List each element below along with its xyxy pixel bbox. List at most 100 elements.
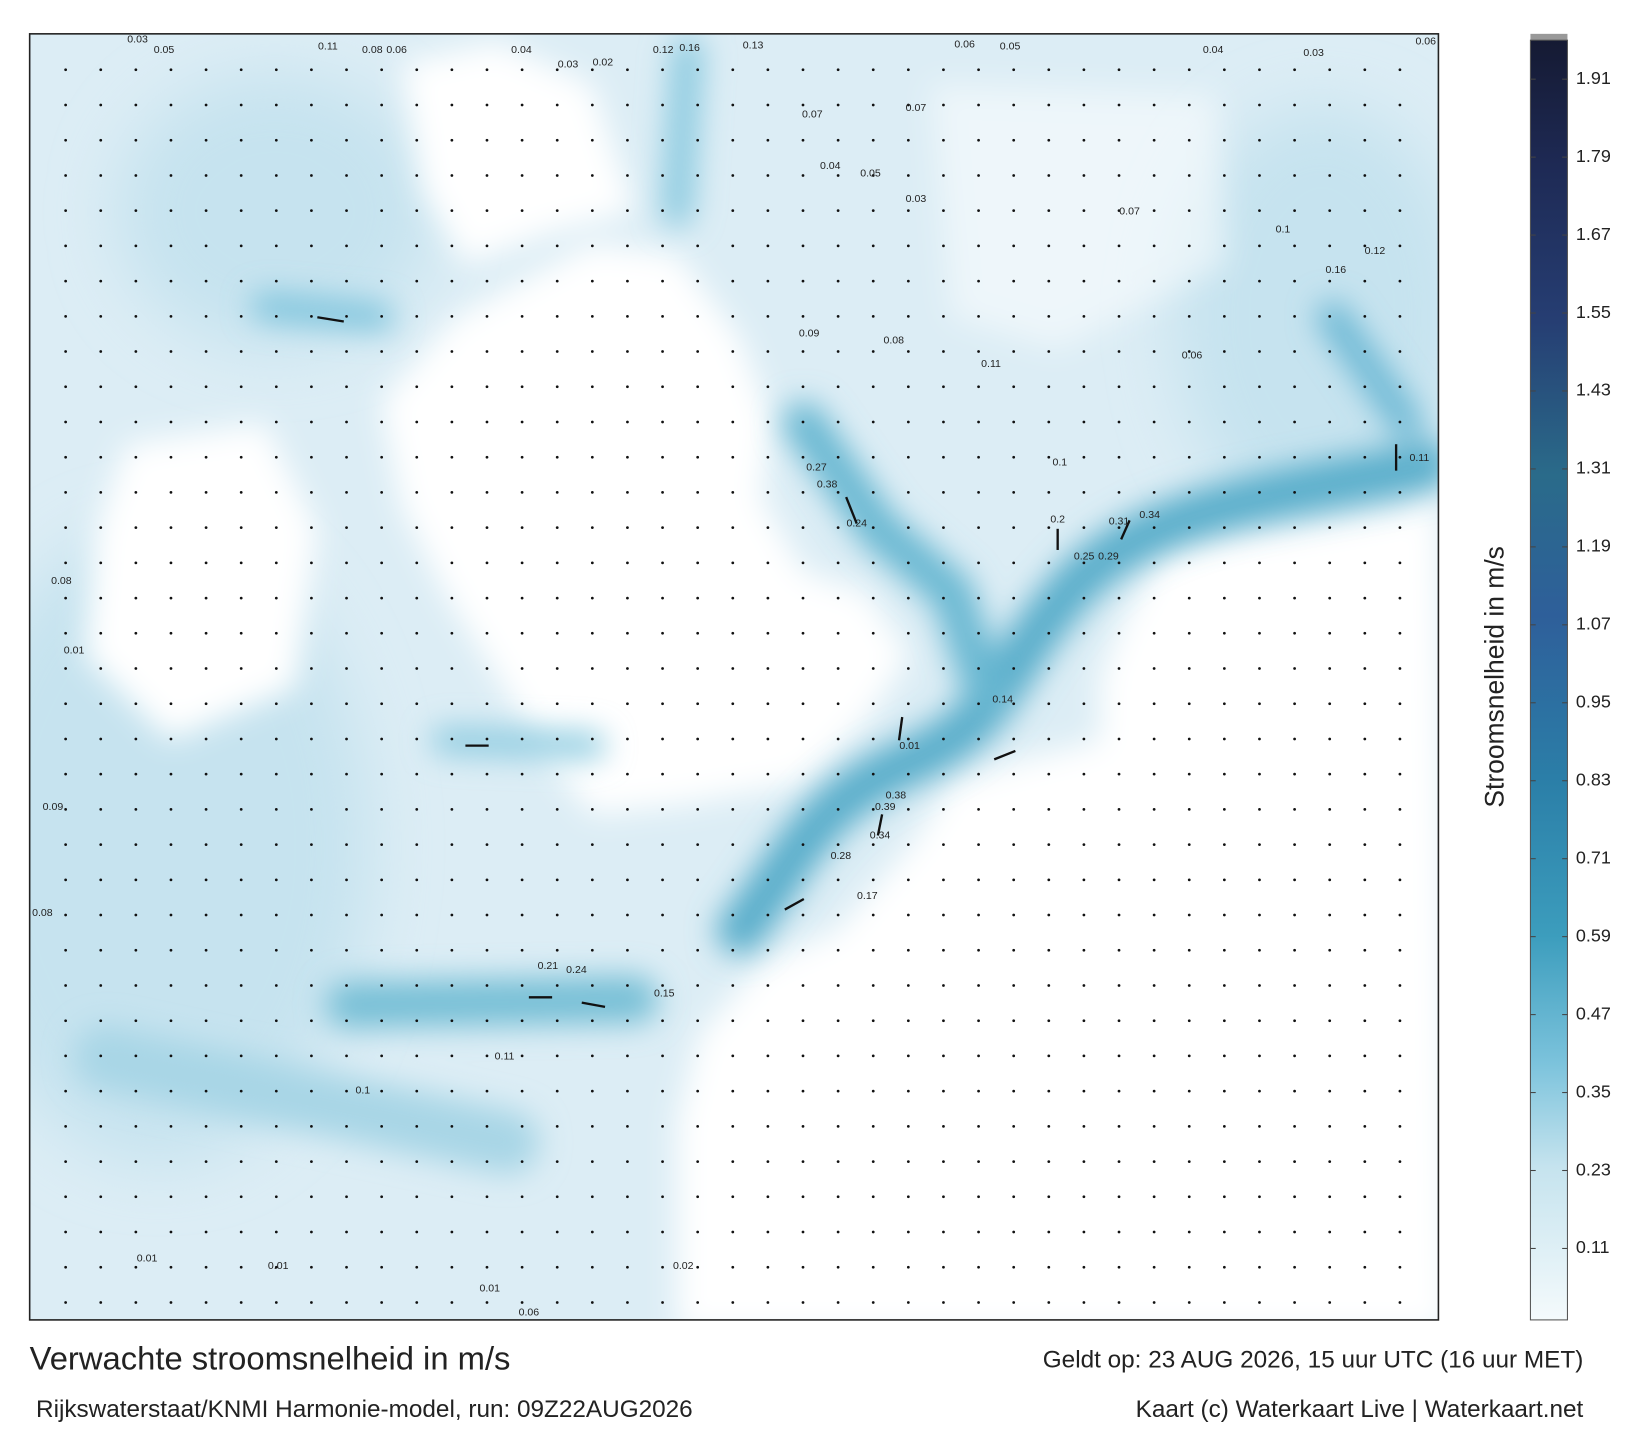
grid-dot xyxy=(1258,667,1261,670)
grid-dot xyxy=(1187,984,1191,987)
grid-dot xyxy=(380,596,384,600)
grid-dot xyxy=(99,772,103,776)
grid-dot xyxy=(696,68,700,72)
grid-dot xyxy=(906,1160,910,1163)
grid-dot xyxy=(1293,1089,1296,1093)
grid-dot xyxy=(310,772,313,776)
grid-dot xyxy=(836,138,840,142)
grid-dot xyxy=(766,631,770,635)
grid-dot xyxy=(169,808,173,811)
grid-dot xyxy=(1328,138,1332,142)
grid-dot xyxy=(64,913,68,917)
grid-dot xyxy=(661,455,664,459)
grid-dot xyxy=(520,913,524,917)
grid-dot xyxy=(99,984,103,987)
grid-dot xyxy=(1398,491,1402,494)
speed-label: 0.02 xyxy=(673,1260,694,1272)
grid-dot xyxy=(64,631,68,635)
grid-dot xyxy=(871,948,875,952)
speed-label: 0.09 xyxy=(43,801,64,813)
grid-dot xyxy=(380,667,384,670)
grid-dot xyxy=(696,948,700,952)
grid-dot xyxy=(766,667,770,670)
grid-dot xyxy=(731,772,735,776)
grid-dot xyxy=(801,174,805,177)
grid-dot xyxy=(942,878,945,882)
grid-dot xyxy=(555,1301,559,1304)
grid-dot xyxy=(415,984,419,987)
grid-dot xyxy=(1152,1054,1156,1058)
grid-dot xyxy=(731,667,735,670)
grid-dot xyxy=(169,420,173,424)
grid-dot xyxy=(801,1124,805,1128)
speed-label: 0.03 xyxy=(906,193,927,205)
grid-dot xyxy=(1328,103,1332,107)
grid-dot xyxy=(1398,1054,1402,1058)
grid-dot xyxy=(1398,1195,1402,1199)
grid-dot xyxy=(1328,68,1332,72)
grid-dot xyxy=(204,420,208,424)
grid-dot xyxy=(555,491,559,494)
grid-dot xyxy=(1082,1160,1086,1163)
grid-dot xyxy=(274,314,278,318)
grid-dot xyxy=(696,209,700,213)
grid-dot xyxy=(977,808,980,811)
grid-dot xyxy=(555,1054,559,1058)
grid-dot xyxy=(1187,138,1191,142)
grid-dot xyxy=(942,948,945,952)
grid-dot xyxy=(485,350,489,353)
grid-dot xyxy=(1222,596,1226,600)
grid-dot xyxy=(1222,455,1226,459)
grid-dot xyxy=(450,1301,454,1304)
grid-dot xyxy=(1222,1301,1226,1304)
grid-dot xyxy=(661,314,664,318)
grid-dot xyxy=(345,103,348,107)
speed-label: 0.12 xyxy=(653,44,674,56)
grid-dot xyxy=(1328,350,1332,353)
grid-dot xyxy=(345,279,348,283)
grid-dot xyxy=(1222,526,1226,530)
grid-dot xyxy=(1293,984,1296,987)
grid-dot xyxy=(134,209,138,213)
grid-dot xyxy=(661,103,664,107)
grid-dot xyxy=(1082,314,1086,318)
grid-dot xyxy=(310,667,313,670)
grid-dot xyxy=(345,772,348,776)
grid-dot xyxy=(134,244,138,248)
grid-dot xyxy=(977,631,980,635)
grid-dot xyxy=(590,455,594,459)
grid-dot xyxy=(1363,68,1367,72)
grid-dot xyxy=(977,1265,980,1269)
grid-dot xyxy=(1222,561,1226,565)
grid-dot xyxy=(590,878,594,882)
grid-dot xyxy=(1012,808,1016,811)
grid-dot xyxy=(1328,1160,1332,1163)
grid-dot xyxy=(1328,878,1332,882)
flow-arrow xyxy=(581,1001,606,1009)
grid-dot xyxy=(345,1019,348,1023)
grid-dot xyxy=(836,631,840,635)
grid-dot xyxy=(415,808,419,811)
grid-dot xyxy=(1117,455,1121,459)
grid-dot xyxy=(766,1054,770,1058)
grid-dot xyxy=(1047,913,1051,917)
colorbar xyxy=(1529,39,1568,1321)
grid-dot xyxy=(1293,702,1296,706)
grid-dot xyxy=(731,526,735,530)
grid-dot xyxy=(626,1160,629,1163)
grid-dot xyxy=(871,455,875,459)
grid-dot xyxy=(1258,808,1261,811)
grid-dot xyxy=(239,808,243,811)
grid-dot xyxy=(977,174,980,177)
grid-dot xyxy=(590,984,594,987)
grid-dot xyxy=(450,984,454,987)
grid-dot xyxy=(626,350,629,353)
grid-dot xyxy=(977,913,980,917)
grid-dot xyxy=(1398,138,1402,142)
grid-dot xyxy=(942,526,945,530)
grid-dot xyxy=(1152,1124,1156,1128)
grid-dot xyxy=(661,1054,664,1058)
grid-dot xyxy=(1082,491,1086,494)
grid-dot xyxy=(415,350,419,353)
grid-dot xyxy=(64,561,68,565)
